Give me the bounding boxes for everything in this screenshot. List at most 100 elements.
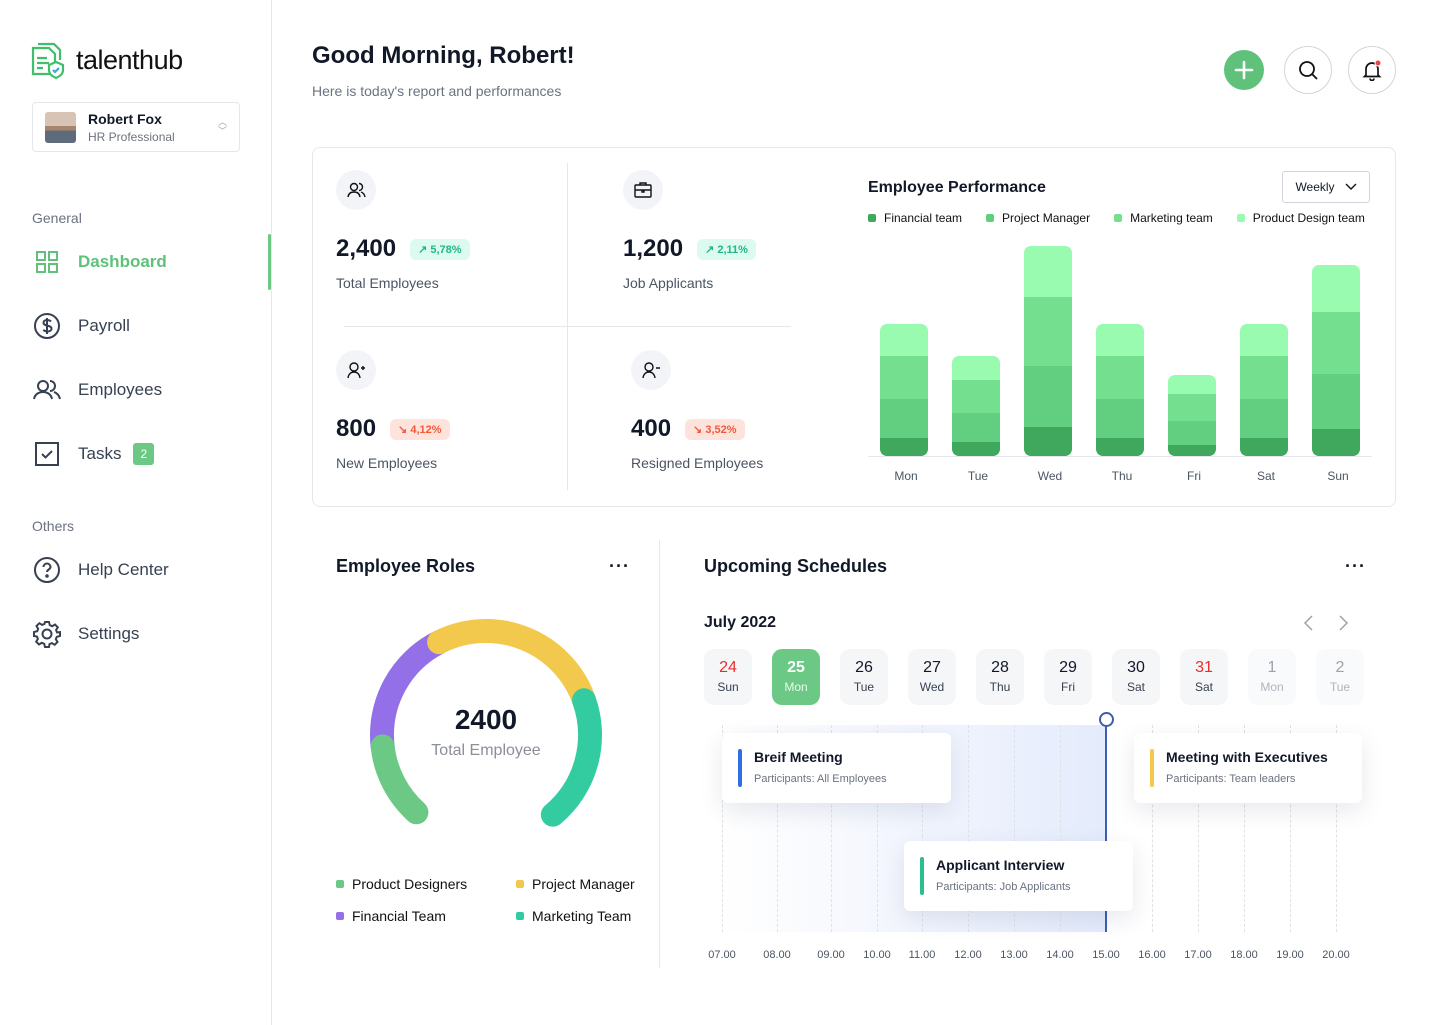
bar-segment [1312, 429, 1360, 456]
hour-label: 18.00 [1230, 949, 1258, 961]
stat-card: 1,200 ↗ 2,11% [623, 235, 756, 263]
day-number: 2 [1335, 659, 1345, 676]
dollar-icon [34, 313, 60, 339]
sidebar-item-help-center[interactable]: Help Center [32, 554, 169, 586]
day-number: 29 [1059, 659, 1077, 676]
stat-value: 1,200 [623, 235, 684, 262]
stat-label: Job Applicants [623, 275, 714, 291]
checkbox-icon [35, 442, 59, 466]
day-weekday: Sun [717, 680, 739, 694]
calendar-day[interactable]: 31 Sat [1180, 649, 1228, 705]
hour-label: 17.00 [1184, 949, 1212, 961]
users-icon [347, 182, 366, 198]
hour-label: 20.00 [1322, 949, 1350, 961]
gear-icon [33, 621, 61, 648]
bar-segment [1096, 324, 1144, 356]
trend-down-icon: ↘ [693, 423, 703, 436]
user-switcher[interactable]: Robert Fox HR Professional ︿ ﹀ [32, 102, 240, 152]
day-number: 1 [1267, 659, 1277, 676]
add-button[interactable] [1224, 50, 1264, 90]
calendar-day[interactable]: 30 Sat [1112, 649, 1160, 705]
bar-stack [1168, 375, 1216, 456]
calendar-day[interactable]: 24 Sun [704, 649, 752, 705]
user-minus-icon-badge [631, 350, 671, 390]
bar-segment [1024, 246, 1072, 297]
current-time-handle[interactable] [1099, 712, 1114, 727]
roles-more-button[interactable]: ··· [609, 556, 630, 576]
calendar-day[interactable]: 25 Mon [772, 649, 820, 705]
trend-up-icon: ↗ [418, 243, 428, 256]
avatar [45, 111, 76, 143]
event-color-bar [920, 857, 924, 895]
divider [344, 326, 791, 327]
bell-icon [1362, 59, 1382, 81]
event-participants: Participants: Team leaders [1166, 773, 1296, 785]
sidebar-item-label: Help Center [78, 560, 169, 579]
hour-gridline [1014, 725, 1015, 932]
event-card[interactable]: Breif Meeting Participants: All Employee… [722, 733, 951, 803]
legend-item: Marketing Team [516, 908, 631, 924]
user-minus-icon [642, 362, 660, 379]
prev-month-button[interactable] [1302, 614, 1316, 632]
sidebar-item-label: Dashboard [78, 252, 167, 271]
gauge-segment-marketing-team [540, 688, 602, 827]
legend-item: Marketing team [1114, 211, 1213, 225]
bar-segment [880, 399, 928, 438]
sidebar-item-payroll[interactable]: Payroll [32, 310, 130, 342]
calendar-day[interactable]: 27 Wed [908, 649, 956, 705]
stat-card: 400 ↘ 3,52% [631, 415, 745, 443]
sidebar: talenthub Robert Fox HR Professional ︿ ﹀ G… [0, 0, 272, 1025]
bar-segment [952, 356, 1000, 380]
bar-segment [880, 438, 928, 456]
search-icon [1299, 61, 1318, 80]
x-tick-label: Thu [1112, 469, 1133, 483]
event-card[interactable]: Applicant Interview Participants: Job Ap… [904, 841, 1133, 911]
divider [659, 540, 660, 968]
bar-segment [880, 356, 928, 399]
day-weekday: Fri [1061, 680, 1075, 694]
hour-gridline [1244, 725, 1245, 932]
period-value: Weekly [1295, 180, 1335, 194]
calendar-day[interactable]: 28 Thu [976, 649, 1024, 705]
day-number: 27 [923, 659, 941, 676]
hour-gridline [1290, 725, 1291, 932]
sidebar-item-dashboard[interactable]: Dashboard [32, 246, 167, 278]
roles-total: 2400 [454, 704, 518, 735]
schedules-more-button[interactable]: ··· [1345, 556, 1366, 576]
calendar-day[interactable]: 2 Tue [1316, 649, 1364, 705]
users-icon-badge [336, 170, 376, 210]
calendar-day[interactable]: 1 Mon [1248, 649, 1296, 705]
hour-gridline [1198, 725, 1199, 932]
period-dropdown[interactable]: Weekly [1282, 171, 1370, 203]
sidebar-item-tasks[interactable]: Tasks 2 [32, 438, 155, 470]
day-weekday: Mon [1260, 680, 1284, 694]
sidebar-item-employees[interactable]: Employees [32, 374, 162, 406]
event-card[interactable]: Meeting with Executives Participants: Te… [1134, 733, 1362, 803]
section-general: General [32, 210, 82, 226]
calendar-day[interactable]: 29 Fri [1044, 649, 1092, 705]
bar-segment [952, 380, 1000, 413]
day-weekday: Sat [1194, 680, 1213, 694]
user-name: Robert Fox [88, 110, 162, 127]
bar-segment [1240, 399, 1288, 438]
notifications-button[interactable] [1348, 46, 1396, 94]
active-indicator [268, 234, 271, 290]
day-weekday: Wed [919, 680, 945, 694]
day-weekday: Tue [1329, 680, 1351, 694]
overview-card [312, 147, 1396, 507]
hour-gridline [777, 725, 778, 932]
next-month-button[interactable] [1336, 614, 1350, 632]
calendar-day[interactable]: 26 Tue [840, 649, 888, 705]
logo[interactable]: talenthub [30, 40, 183, 80]
day-weekday: Thu [989, 680, 1011, 694]
legend-swatch [868, 214, 876, 222]
bar-stack [1024, 246, 1072, 456]
trend-up-icon: ↗ [705, 243, 715, 256]
day-number: 26 [855, 659, 873, 676]
bar-stack [1096, 324, 1144, 456]
legend-item: Project Manager [516, 876, 635, 892]
sidebar-item-settings[interactable]: Settings [32, 618, 139, 650]
legend-label: Project Manager [1002, 211, 1091, 225]
search-button[interactable] [1284, 46, 1332, 94]
day-weekday: Mon [784, 680, 808, 694]
